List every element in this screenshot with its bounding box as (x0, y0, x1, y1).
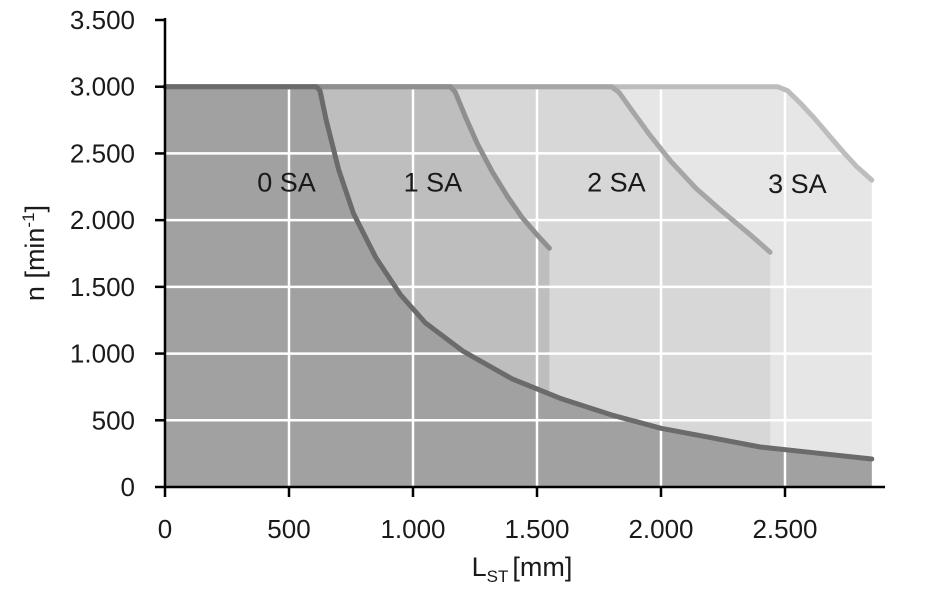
x-tick-label-2: 1.000 (380, 514, 445, 544)
y-tick-label-5: 2.500 (70, 138, 135, 168)
x-axis-title-main: L (472, 552, 487, 582)
x-tick-label-4: 2.000 (628, 514, 693, 544)
curve-line-1-sa (162, 84, 552, 251)
curve-line-0-sa (162, 84, 875, 462)
y-tick-label-1: 500 (92, 405, 135, 435)
curve-line-3-sa (162, 84, 875, 183)
axes (155, 18, 885, 497)
x-axis-title-unit: [mm] (512, 552, 572, 582)
x-axis-title: LST [mm] (472, 552, 573, 586)
curve-line-2-sa (162, 84, 773, 255)
y-axis-title: n [min-1] (19, 205, 50, 301)
curve-label-2: 2 SA (587, 167, 646, 197)
y-tick-label-6: 3.000 (70, 72, 135, 102)
x-tick-label-3: 1.500 (504, 514, 569, 544)
x-tick-label-1: 500 (267, 514, 310, 544)
area-0-sa (165, 86, 872, 487)
y-axis-title-sup: -1 (19, 212, 38, 227)
y-tick-label-4: 2.000 (70, 205, 135, 235)
y-tick-label-3: 1.500 (70, 272, 135, 302)
x-tick-label-0: 0 (158, 514, 172, 544)
curve-labels: 0 SA 1 SA 2 SA 3 SA (257, 167, 826, 198)
x-axis-title-sub: ST (487, 567, 509, 586)
tick-labels: 0 500 1.000 1.500 2.000 2.500 3.000 3.500 0 500 1.… (70, 5, 818, 544)
y-tick-label-0: 0 (121, 472, 135, 502)
curve-label-1: 1 SA (404, 167, 463, 197)
y-tick-label-7: 3.500 (70, 5, 135, 35)
y-axis-title-close: ] (20, 205, 50, 213)
curve-lines (162, 84, 875, 462)
curve-label-0: 0 SA (257, 167, 316, 197)
y-axis-title-main: n [min (20, 228, 50, 302)
y-tick-label-2: 1.000 (70, 339, 135, 369)
curve-label-3: 3 SA (768, 169, 827, 199)
x-tick-label-5: 2.500 (752, 514, 817, 544)
